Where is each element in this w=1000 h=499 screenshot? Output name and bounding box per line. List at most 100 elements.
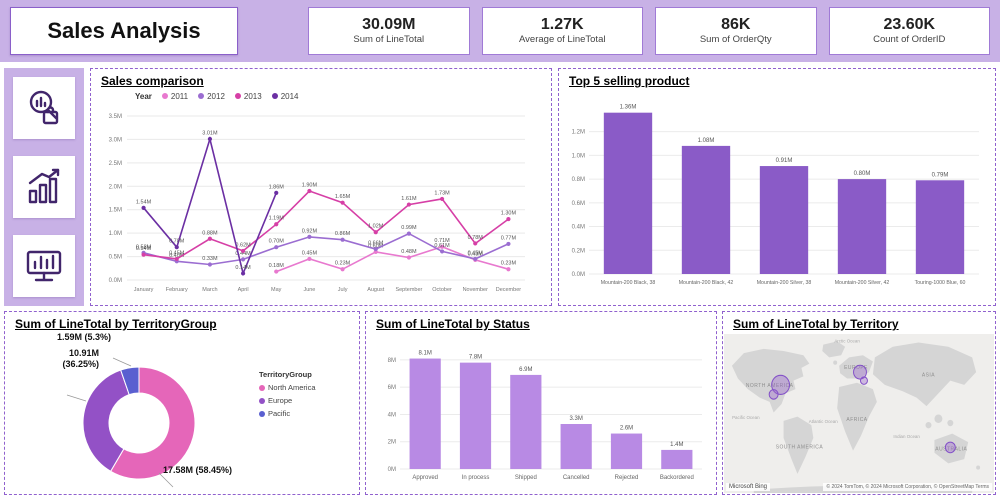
data-point-2013[interactable] <box>141 252 146 257</box>
legend-item-2014[interactable]: 2014 <box>271 92 299 101</box>
data-point-2013[interactable] <box>307 188 312 194</box>
legend-item-2011[interactable]: 2011 <box>161 92 188 101</box>
kpi-card-count-orderid[interactable]: 23.60K Count of OrderID <box>828 7 990 55</box>
continent-label: ASIA <box>922 372 935 378</box>
data-point-2013[interactable] <box>373 230 378 235</box>
bar-Approved[interactable] <box>409 358 441 469</box>
data-point-2013[interactable] <box>340 200 345 205</box>
data-point-2012[interactable] <box>406 231 412 236</box>
territory-bubble[interactable] <box>859 376 868 385</box>
point-label: 1.86M <box>269 184 285 190</box>
data-point-2013[interactable] <box>506 216 511 222</box>
territory-bubble[interactable] <box>771 374 791 395</box>
search-analytics-icon <box>29 90 59 125</box>
data-point-2013[interactable] <box>207 236 213 241</box>
data-point-2011[interactable] <box>307 256 312 262</box>
data-point-2014[interactable] <box>240 271 246 276</box>
bar-Mountain-200 Silver, 42[interactable] <box>837 179 887 274</box>
data-point-2014[interactable] <box>141 205 146 210</box>
bar-Shipped[interactable] <box>510 374 542 469</box>
data-point-2012[interactable] <box>439 249 445 254</box>
bar-In process[interactable] <box>459 362 492 469</box>
donut-slice-Pacific[interactable] <box>120 366 140 396</box>
growth-chart-tile[interactable] <box>13 156 75 218</box>
data-point-2012[interactable] <box>373 246 378 252</box>
legend-item-Europe[interactable]: Europe <box>259 396 316 405</box>
y-tick-label: 6M <box>388 385 396 391</box>
bottom-row: Sum of LineTotal by TerritoryGroup 1.59M… <box>4 311 996 495</box>
continent <box>837 382 877 451</box>
map-container[interactable]: NORTH AMERICA SOUTH AMERICA EUROPE AFRICA AS… <box>724 334 994 493</box>
island <box>934 414 943 424</box>
y-tick-label: 4M <box>388 412 396 418</box>
bar-value-label: 6.9M <box>519 367 532 373</box>
legend-dot <box>259 410 265 417</box>
leader-line <box>112 357 132 367</box>
bar-Mountain-200 Silver, 38[interactable] <box>759 166 809 274</box>
legend-item-2013[interactable]: 2013 <box>234 92 262 101</box>
monitor-chart-tile[interactable] <box>13 235 75 297</box>
legend-item-2012[interactable]: 2012 <box>198 92 225 101</box>
data-point-2011[interactable] <box>340 267 345 272</box>
line-chart-legend: Year 2011 2012 2013 2014 <box>135 90 551 102</box>
donut-slice-Europe[interactable] <box>82 369 130 472</box>
data-point-2012[interactable] <box>274 245 279 250</box>
data-point-2012[interactable] <box>307 234 312 239</box>
territory-bubble[interactable] <box>853 364 867 380</box>
kpi-card-sum-linetotal[interactable]: 30.09M Sum of LineTotal <box>308 7 470 55</box>
legend-dot <box>271 93 278 99</box>
data-point-2012[interactable] <box>340 237 345 242</box>
search-analytics-tile[interactable] <box>13 77 75 139</box>
header-band: Sales Analysis 30.09M Sum of LineTotal 1… <box>0 0 1000 62</box>
legend-title: TerritoryGroup <box>259 370 312 379</box>
continent <box>731 348 810 413</box>
territory-bubble[interactable] <box>944 441 956 454</box>
data-point-2014[interactable] <box>174 245 179 250</box>
donut-legend: TerritoryGroup North America Europe Pacifi… <box>259 370 316 418</box>
leader-line <box>66 394 87 402</box>
data-point-2014[interactable] <box>274 190 279 195</box>
bar-Rejected[interactable] <box>610 433 643 469</box>
data-point-2013[interactable] <box>274 222 279 227</box>
point-label: 0.60M <box>368 243 384 249</box>
island <box>976 465 981 470</box>
legend-item-North America[interactable]: North America <box>259 383 316 392</box>
data-point-2013[interactable] <box>406 202 412 207</box>
data-point-2011[interactable] <box>439 244 445 249</box>
point-label: 1.65M <box>335 194 351 200</box>
data-point-2012[interactable] <box>473 256 478 262</box>
legend-dot <box>234 93 241 99</box>
legend-dot <box>259 384 265 391</box>
point-label: 0.71M <box>434 238 450 244</box>
series-line-2012 <box>143 232 509 266</box>
bar-Touring-1000 Blue, 60[interactable] <box>915 180 965 274</box>
ocean-label: Arctic Ocean <box>834 338 860 343</box>
territory-bubble[interactable] <box>768 389 779 400</box>
data-point-2013[interactable] <box>240 248 246 254</box>
data-point-2011[interactable] <box>274 269 279 274</box>
bar-Cancelled[interactable] <box>560 424 592 469</box>
island <box>925 421 932 429</box>
continent <box>872 342 977 407</box>
kpi-card-avg-linetotal[interactable]: 1.27K Average of LineTotal <box>481 7 643 55</box>
data-point-2014[interactable] <box>207 136 213 142</box>
data-point-2013[interactable] <box>473 241 478 246</box>
kpi-value: 30.09M <box>362 16 416 34</box>
y-tick-label: 0.6M <box>572 201 585 207</box>
data-point-2013[interactable] <box>439 196 445 202</box>
kpi-card-sum-orderqty[interactable]: 86K Sum of OrderQty <box>655 7 817 55</box>
bar-Mountain-200 Black, 38[interactable] <box>603 112 653 274</box>
data-point-2012[interactable] <box>240 257 246 262</box>
y-tick-label: 2.5M <box>109 161 122 167</box>
data-point-2012[interactable] <box>506 241 511 247</box>
data-point-2011[interactable] <box>406 255 412 260</box>
donut-slice-North America[interactable] <box>109 366 196 480</box>
data-point-2013[interactable] <box>174 256 179 262</box>
data-point-2011[interactable] <box>506 267 511 272</box>
legend-item-Pacific[interactable]: Pacific <box>259 409 316 418</box>
data-point-2012[interactable] <box>207 262 213 267</box>
bar-Mountain-200 Black, 42[interactable] <box>681 145 731 274</box>
y-tick-label: 1.2M <box>572 130 585 136</box>
bar-Backordered[interactable] <box>661 449 693 469</box>
